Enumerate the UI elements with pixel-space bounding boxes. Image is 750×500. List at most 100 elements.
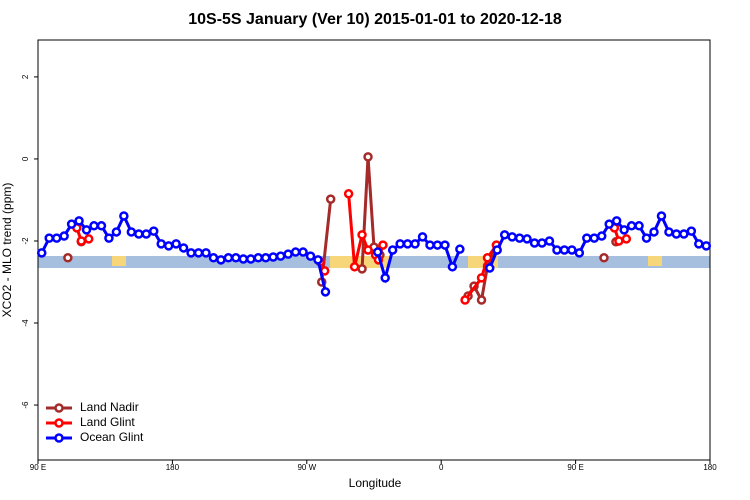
point bbox=[596, 231, 607, 241]
point bbox=[425, 240, 435, 250]
point bbox=[357, 230, 367, 240]
point bbox=[119, 211, 129, 221]
point bbox=[357, 264, 367, 274]
x-tick-label: 90 E bbox=[567, 463, 583, 472]
point bbox=[604, 219, 614, 229]
point bbox=[134, 229, 144, 239]
point bbox=[378, 240, 388, 250]
y-tick-label: -4 bbox=[21, 319, 30, 327]
point bbox=[599, 253, 609, 263]
point bbox=[178, 243, 189, 253]
x-axis-label: Longitude bbox=[349, 476, 402, 490]
point bbox=[522, 234, 532, 244]
point bbox=[89, 221, 99, 231]
point bbox=[544, 236, 555, 246]
x-tick-label: 90 E bbox=[30, 463, 46, 472]
point bbox=[111, 227, 122, 237]
point bbox=[410, 239, 420, 249]
point bbox=[552, 245, 562, 255]
point bbox=[432, 240, 443, 250]
point bbox=[320, 287, 331, 297]
point bbox=[201, 248, 211, 258]
point bbox=[372, 247, 383, 257]
point bbox=[104, 233, 114, 243]
point bbox=[614, 236, 624, 246]
point bbox=[482, 253, 493, 263]
point bbox=[275, 251, 286, 261]
point bbox=[84, 234, 94, 244]
x-tick-label: 180 bbox=[166, 463, 180, 472]
point bbox=[193, 248, 204, 258]
point bbox=[694, 239, 704, 249]
point bbox=[656, 211, 667, 221]
point bbox=[343, 189, 354, 199]
point bbox=[81, 225, 92, 235]
point bbox=[402, 239, 413, 249]
legend-label: Land Nadir bbox=[80, 400, 139, 414]
point bbox=[156, 239, 166, 249]
point bbox=[701, 241, 712, 251]
point bbox=[76, 236, 87, 246]
legend-marker bbox=[54, 433, 64, 443]
point bbox=[260, 253, 271, 263]
point bbox=[290, 247, 301, 257]
point bbox=[621, 234, 632, 244]
point bbox=[66, 219, 77, 229]
point bbox=[163, 241, 174, 251]
point bbox=[447, 262, 458, 272]
point bbox=[126, 227, 137, 237]
y-axis-label: XCO2 - MLO trend (ppm) bbox=[0, 183, 14, 318]
point bbox=[36, 248, 47, 258]
point bbox=[253, 253, 264, 263]
chart-title: 10S-5S January (Ver 10) 2015-01-01 to 20… bbox=[188, 11, 562, 28]
point bbox=[395, 239, 405, 249]
point bbox=[313, 255, 323, 265]
point bbox=[589, 233, 600, 243]
point bbox=[649, 227, 659, 237]
point bbox=[283, 249, 293, 259]
land-patch bbox=[648, 256, 662, 266]
point bbox=[499, 230, 510, 240]
point bbox=[148, 226, 159, 236]
point bbox=[96, 221, 107, 231]
point bbox=[664, 227, 674, 237]
point bbox=[44, 233, 54, 243]
series-line bbox=[463, 244, 498, 301]
point bbox=[619, 225, 629, 235]
point bbox=[51, 233, 62, 243]
point bbox=[238, 254, 249, 264]
point bbox=[63, 253, 73, 263]
map-strip bbox=[38, 256, 710, 268]
point bbox=[298, 247, 308, 257]
point bbox=[387, 245, 398, 255]
point bbox=[484, 263, 495, 273]
y-tick-label: 2 bbox=[21, 74, 30, 79]
x-tick-label: 90 W bbox=[297, 463, 316, 472]
point bbox=[582, 233, 592, 243]
point bbox=[641, 233, 652, 243]
point bbox=[363, 152, 373, 162]
land-patch bbox=[112, 256, 126, 266]
point bbox=[417, 232, 428, 242]
point bbox=[171, 239, 181, 249]
point bbox=[59, 231, 69, 241]
point bbox=[476, 295, 487, 305]
y-tick-label: 0 bbox=[21, 156, 30, 161]
point bbox=[380, 273, 390, 283]
point bbox=[246, 254, 256, 264]
y-tick-label: -2 bbox=[21, 237, 30, 245]
point bbox=[537, 238, 547, 248]
point bbox=[440, 240, 450, 250]
point bbox=[679, 229, 689, 239]
point bbox=[268, 252, 278, 262]
point bbox=[141, 229, 152, 239]
legend-marker bbox=[54, 418, 64, 428]
point bbox=[223, 253, 234, 263]
point bbox=[74, 216, 84, 226]
point bbox=[476, 273, 487, 283]
point bbox=[529, 238, 540, 248]
point bbox=[492, 245, 502, 255]
point bbox=[671, 229, 682, 239]
point bbox=[686, 226, 697, 236]
point bbox=[559, 245, 570, 255]
